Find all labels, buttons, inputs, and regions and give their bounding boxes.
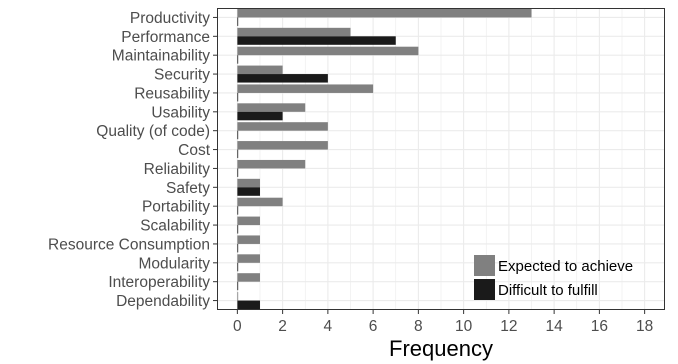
category-label-productivity: Productivity — [130, 10, 210, 27]
bar-difficult-to-fulfill-security — [237, 74, 328, 83]
bar-expected-to-achieve-productivity — [237, 8, 532, 18]
bar-expected-to-achieve-interoperability — [237, 273, 260, 282]
bar-difficult-to-fulfill-cost — [237, 149, 239, 159]
category-labels: Productivity Performance Maintainability Se… — [48, 10, 217, 310]
bar-expected-to-achieve-dependability — [237, 292, 239, 301]
legend: Expected to achieve Difficult to fulfill — [474, 255, 633, 300]
bar-expected-to-achieve-reusability — [237, 84, 374, 93]
x-tick-label: 10 — [455, 318, 473, 335]
bar-expected-to-achieve-modularity — [237, 254, 260, 263]
x-tick-label: 2 — [278, 318, 287, 335]
category-label-portability: Portability — [142, 199, 210, 216]
bar-difficult-to-fulfill-reliability — [237, 168, 239, 177]
category-label-quality-of-code: Quality (of code) — [96, 123, 210, 140]
x-tick-label: 16 — [591, 318, 608, 335]
bar-expected-to-achieve-safety — [237, 178, 260, 188]
category-label-reliability: Reliability — [144, 161, 211, 178]
bar-difficult-to-fulfill-dependability — [237, 300, 260, 310]
bar-difficult-to-fulfill-modularity — [237, 262, 239, 272]
category-label-resource-consumption: Resource Consumption — [48, 236, 210, 253]
bar-difficult-to-fulfill-reusability — [237, 92, 239, 102]
x-tick-label: 6 — [369, 318, 378, 335]
category-label-modularity: Modularity — [139, 255, 211, 272]
bar-expected-to-achieve-performance — [237, 27, 351, 37]
category-label-dependability: Dependability — [116, 293, 210, 310]
category-label-cost: Cost — [178, 142, 211, 159]
category-label-usability: Usability — [151, 104, 210, 121]
bar-difficult-to-fulfill-safety — [237, 187, 260, 196]
bar-difficult-to-fulfill-portability — [237, 206, 239, 215]
x-tick-label: 8 — [414, 318, 423, 335]
gridlines — [217, 8, 665, 310]
x-axis-ticks: 0 2 4 6 8 10 12 14 16 18 — [233, 310, 653, 335]
bars — [237, 8, 532, 310]
bar-expected-to-achieve-security — [237, 65, 283, 75]
bar-difficult-to-fulfill-scalability — [237, 225, 239, 234]
category-label-performance: Performance — [121, 29, 210, 46]
category-label-security: Security — [154, 67, 210, 84]
x-tick-label: 18 — [636, 318, 653, 335]
bar-expected-to-achieve-cost — [237, 141, 328, 150]
legend-key-expected-to-achieve — [474, 255, 495, 276]
bar-expected-to-achieve-quality-of-code — [237, 122, 328, 131]
legend-key-difficult-to-fulfill — [474, 279, 495, 300]
bar-expected-to-achieve-scalability — [237, 216, 260, 226]
category-label-reusability: Reusability — [134, 85, 210, 102]
category-label-interoperability: Interoperability — [108, 274, 210, 291]
bar-difficult-to-fulfill-resource-consumption — [237, 243, 239, 253]
bar-difficult-to-fulfill-usability — [237, 111, 283, 121]
x-tick-label: 14 — [546, 318, 564, 335]
x-axis-title: Frequency — [389, 336, 493, 361]
legend-label-expected-to-achieve: Expected to achieve — [498, 258, 633, 275]
x-tick-label: 12 — [500, 318, 517, 335]
bar-difficult-to-fulfill-quality-of-code — [237, 130, 239, 140]
bar-expected-to-achieve-reliability — [237, 159, 306, 169]
category-label-safety: Safety — [166, 180, 210, 197]
x-tick-label: 4 — [324, 318, 333, 335]
bar-difficult-to-fulfill-maintainability — [237, 55, 239, 64]
plot-border — [217, 8, 665, 310]
bar-expected-to-achieve-resource-consumption — [237, 235, 260, 244]
category-label-scalability: Scalability — [140, 218, 210, 235]
bar-expected-to-achieve-usability — [237, 103, 306, 112]
bar-difficult-to-fulfill-productivity — [237, 17, 239, 26]
x-tick-label: 0 — [233, 318, 242, 335]
legend-label-difficult-to-fulfill: Difficult to fulfill — [498, 282, 598, 299]
bar-expected-to-achieve-maintainability — [237, 46, 419, 56]
category-label-maintainability: Maintainability — [112, 48, 210, 65]
bar-difficult-to-fulfill-interoperability — [237, 281, 239, 291]
bar-expected-to-achieve-portability — [237, 197, 283, 207]
bar-difficult-to-fulfill-performance — [237, 36, 396, 45]
